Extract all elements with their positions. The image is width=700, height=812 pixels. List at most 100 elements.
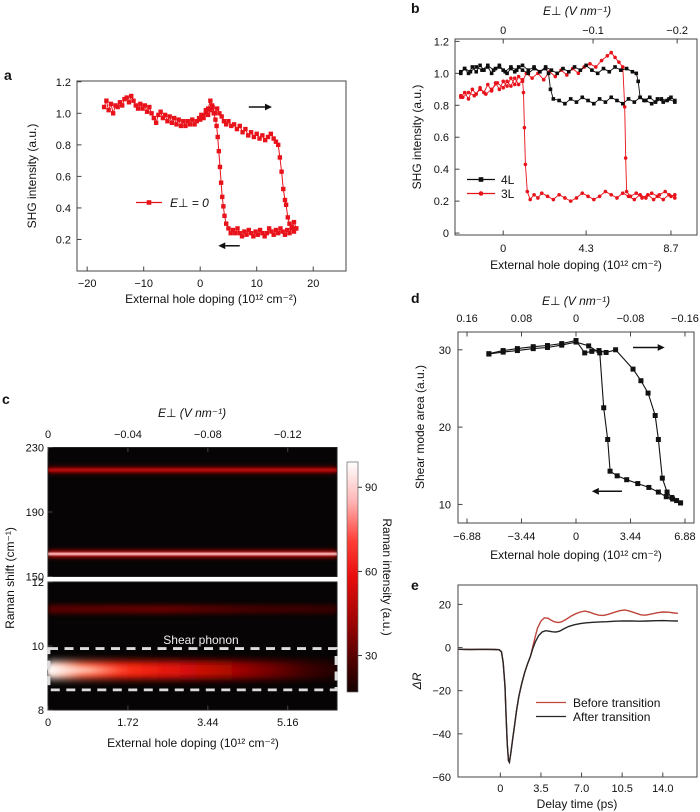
series-marker xyxy=(485,82,490,87)
colorbar-tick-label: 30 xyxy=(365,651,377,663)
series-marker xyxy=(538,69,542,74)
series-marker xyxy=(135,106,141,111)
series-marker xyxy=(609,192,613,197)
panel-c-letter: c xyxy=(2,391,10,407)
series-marker xyxy=(229,123,234,129)
shear-phonon-annotation: Shear phonon xyxy=(163,633,238,647)
series-line-sweep-backward xyxy=(488,341,681,504)
series-marker xyxy=(218,180,224,185)
series-marker xyxy=(178,123,184,129)
series-marker xyxy=(283,202,289,207)
series-marker xyxy=(516,82,521,87)
series-marker xyxy=(512,82,517,87)
x-tick-label: 1.72 xyxy=(117,717,138,729)
series-marker xyxy=(216,148,222,154)
x-tick-label: 3.5 xyxy=(533,783,548,795)
series-marker xyxy=(478,177,484,182)
series-marker xyxy=(244,232,249,237)
series-marker xyxy=(525,189,530,194)
top-x-tick-label: −0.1 xyxy=(582,25,604,37)
top-x-tick-label: −0.08 xyxy=(194,429,222,441)
series-marker xyxy=(613,65,617,69)
top-x-tick-label: 0.08 xyxy=(511,313,532,325)
series-marker xyxy=(226,119,231,124)
series-marker xyxy=(630,69,635,74)
series-marker xyxy=(659,97,664,101)
series-marker xyxy=(183,123,188,129)
series-marker xyxy=(592,101,596,106)
x-tick-label: 8.7 xyxy=(663,243,678,255)
series-marker xyxy=(530,346,536,352)
series-marker xyxy=(192,122,197,127)
colorbar-tick-label: 90 xyxy=(365,482,377,494)
y-tick-label: 1.2 xyxy=(434,36,449,48)
series-marker xyxy=(655,436,661,442)
panel-d-xlabel: External hole doping (10¹² cm⁻²) xyxy=(490,548,662,562)
series-marker xyxy=(615,196,619,200)
series-marker xyxy=(262,137,268,143)
series-marker xyxy=(495,81,500,85)
series-marker xyxy=(505,79,509,84)
series-marker xyxy=(603,189,608,194)
series-marker xyxy=(285,215,290,220)
heatmap-upper-features xyxy=(48,466,337,558)
series-marker xyxy=(200,114,206,119)
series-marker xyxy=(113,103,118,108)
series-marker xyxy=(209,103,215,108)
series-marker xyxy=(190,117,195,122)
series-marker xyxy=(273,139,279,144)
top-x-tick-label: −0.2 xyxy=(666,25,688,37)
series-marker xyxy=(194,119,200,124)
panel-a-plot: −20 −10 0 10 20 0.2 0.4 0.6 0.8 1.0 1.2 xyxy=(56,77,347,290)
series-marker xyxy=(239,234,245,239)
panel-e-legend-before: Before transition xyxy=(573,696,660,710)
y-tick-label: 0 xyxy=(445,643,451,655)
panel-b-plot: 0 4.3 8.7 0 0.2 0.4 0.6 0.8 1.0 1.2 0 −0.1 −0.2 xyxy=(434,25,698,255)
series-marker xyxy=(541,77,546,82)
series-line-4L-backward xyxy=(460,64,676,105)
series-marker xyxy=(240,130,245,135)
top-x-tick-label: −0.04 xyxy=(114,429,142,441)
shear-phonon-band-hot-core xyxy=(48,666,168,674)
panel-b-legend-3L: 3L xyxy=(501,187,515,201)
series-marker xyxy=(187,122,193,127)
series-marker xyxy=(279,169,284,174)
panel-b-top-axis-label: E⊥ (V nm⁻¹) xyxy=(543,4,611,18)
series-marker xyxy=(563,101,567,106)
series-marker xyxy=(265,134,271,140)
sweep-direction-arrowhead xyxy=(264,103,272,111)
series-marker xyxy=(597,97,602,101)
series-marker xyxy=(659,475,665,481)
y-tick-label: 190 xyxy=(26,507,44,519)
series-marker xyxy=(593,65,598,69)
series-marker xyxy=(638,192,642,197)
x-tick-label: 0 xyxy=(573,531,579,543)
series-marker xyxy=(248,130,254,135)
series-marker xyxy=(549,68,554,72)
panel-e-ylabel: ΔR xyxy=(410,672,424,690)
series-marker xyxy=(605,436,611,442)
series-marker xyxy=(205,106,211,111)
series-marker xyxy=(221,119,227,124)
series-marker xyxy=(122,96,127,102)
weak-band-11.1 xyxy=(48,604,337,614)
series-marker xyxy=(673,192,677,197)
series-marker xyxy=(291,219,297,225)
y-tick-label: 10 xyxy=(32,641,44,653)
series-marker xyxy=(603,100,608,104)
y-tick-label: 30 xyxy=(439,345,451,357)
series-marker xyxy=(607,69,612,74)
series-marker xyxy=(651,197,656,202)
y-tick-label: 0.2 xyxy=(434,196,449,208)
series-marker xyxy=(221,204,226,209)
series-marker xyxy=(624,477,630,483)
series-marker xyxy=(509,76,513,80)
series-marker xyxy=(678,500,684,506)
series-marker xyxy=(505,84,509,88)
colorbar-tick-label: 60 xyxy=(365,566,377,578)
x-tick-label: −20 xyxy=(78,278,97,290)
top-x-tick-label: 0.16 xyxy=(456,313,477,325)
y-tick-label: 0.4 xyxy=(56,203,71,215)
sweep-direction-arrowhead xyxy=(218,242,226,250)
series-marker xyxy=(108,101,114,107)
